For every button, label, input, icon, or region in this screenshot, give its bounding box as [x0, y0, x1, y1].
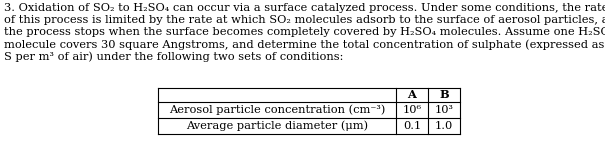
Text: of this process is limited by the rate at which SO₂ molecules adsorb to the surf: of this process is limited by the rate a…	[4, 15, 605, 25]
Text: 10⁶: 10⁶	[402, 105, 422, 115]
Text: Aerosol particle concentration (cm⁻³): Aerosol particle concentration (cm⁻³)	[169, 105, 385, 115]
Text: 10³: 10³	[434, 105, 454, 115]
Text: the process stops when the surface becomes completely covered by H₂SO₄ molecules: the process stops when the surface becom…	[4, 27, 605, 37]
Text: 0.1: 0.1	[403, 121, 421, 131]
Text: 3. Oxidation of SO₂ to H₂SO₄ can occur via a surface catalyzed process. Under so: 3. Oxidation of SO₂ to H₂SO₄ can occur v…	[4, 3, 605, 13]
Text: Average particle diameter (μm): Average particle diameter (μm)	[186, 121, 368, 131]
Text: A: A	[408, 89, 416, 100]
Text: S per m³ of air) under the following two sets of conditions:: S per m³ of air) under the following two…	[4, 51, 344, 62]
Text: 1.0: 1.0	[435, 121, 453, 131]
Text: molecule covers 30 square Angstroms, and determine the total concentration of su: molecule covers 30 square Angstroms, and…	[4, 39, 605, 50]
Text: B: B	[439, 89, 449, 100]
